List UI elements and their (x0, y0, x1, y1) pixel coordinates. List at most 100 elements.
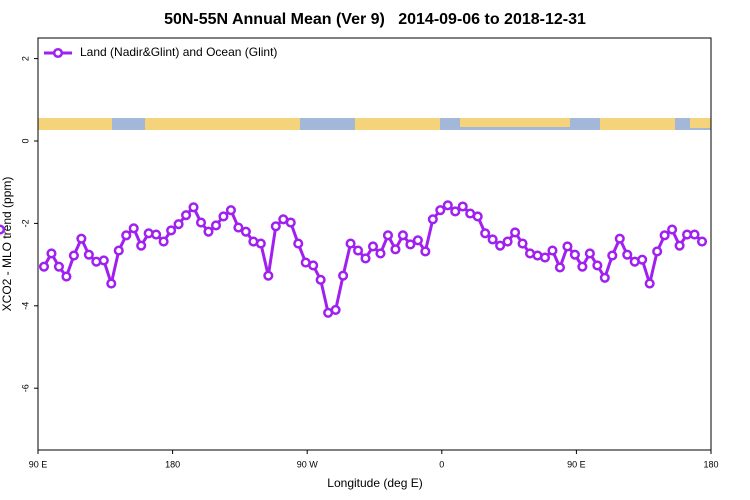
data-point (397, 230, 408, 241)
data-point (113, 245, 124, 256)
data-point (158, 236, 169, 247)
data-point (442, 200, 453, 211)
x-axis-label: Longitude (deg E) (327, 476, 422, 490)
data-point (308, 260, 319, 271)
data-point (293, 238, 304, 249)
data-point (98, 255, 109, 266)
data-point (375, 248, 386, 259)
data-point (203, 226, 214, 237)
data-point (472, 211, 483, 222)
data-point (367, 241, 379, 252)
data-point (46, 248, 57, 259)
data-point (136, 240, 147, 251)
data-point (405, 239, 416, 250)
y-axis-label: XCO2 - MLO trend (ppm) (0, 177, 14, 312)
data-point (255, 238, 266, 249)
data-point (517, 238, 528, 249)
x-tick-label: 180 (165, 459, 180, 469)
data-point (652, 246, 663, 257)
data-point (128, 223, 139, 234)
data-point (166, 225, 177, 236)
y-tick-label: -4 (20, 302, 30, 310)
data-point (360, 253, 371, 264)
data-point (53, 261, 64, 272)
data-point (338, 270, 349, 281)
data-point (689, 229, 700, 240)
data-point (240, 226, 251, 237)
x-tick-label: 90 E (29, 459, 48, 469)
data-point (38, 261, 50, 272)
data-point (151, 229, 162, 240)
data-point (457, 201, 468, 212)
data-point (218, 211, 229, 222)
legend-marker (52, 47, 64, 59)
x-tick-label: 90 E (567, 459, 586, 469)
data-point (539, 252, 551, 263)
y-tick-label: 0 (20, 138, 30, 143)
data-point (696, 236, 708, 247)
data-point (667, 224, 678, 235)
series-line (42, 203, 704, 315)
data-point (450, 206, 461, 217)
x-tick-label: 180 (703, 459, 718, 469)
data-point (435, 205, 446, 216)
data-point (420, 246, 431, 257)
data-point (637, 254, 648, 265)
data-point (121, 230, 132, 241)
data-point (569, 249, 580, 260)
x-tick-label: 90 W (297, 459, 319, 469)
data-point (554, 262, 565, 273)
data-point (173, 219, 184, 230)
data-point (352, 245, 364, 256)
data-point (584, 248, 595, 259)
data-point (614, 233, 625, 244)
data-point (0, 224, 6, 235)
y-tick-label: -6 (20, 384, 30, 392)
x-tick-label: 0 (439, 459, 444, 469)
surface-strip (38, 118, 711, 130)
data-point (622, 249, 633, 260)
data-point (225, 205, 236, 216)
data-point (390, 244, 401, 255)
data-point (495, 240, 506, 251)
data-point (427, 214, 438, 225)
data-point (487, 234, 498, 245)
data-point (270, 221, 281, 232)
data-point (263, 270, 274, 281)
y-tick-label: -2 (20, 219, 30, 227)
data-point (510, 227, 521, 238)
y-tick-label: 2 (20, 56, 30, 61)
data-point (285, 217, 296, 228)
data-point (83, 249, 94, 260)
data-point (607, 250, 618, 261)
data-point (330, 304, 341, 315)
legend-label: Land (Nadir&Glint) and Ocean (Glint) (80, 45, 277, 59)
data-point (61, 271, 72, 282)
data-point (68, 250, 79, 261)
data-point (592, 260, 603, 271)
data-point (599, 272, 610, 283)
chart-title: 50N-55N Annual Mean (Ver 9) 2014-09-06 t… (164, 11, 586, 28)
data-point (480, 228, 491, 239)
data-point (210, 220, 222, 231)
data-point (577, 261, 588, 272)
data-point (412, 235, 423, 246)
data-point (674, 240, 685, 251)
data-point (195, 217, 207, 228)
plot-frame (37, 37, 712, 451)
data-point (233, 222, 244, 233)
data-point (188, 202, 199, 213)
data-point (315, 274, 326, 285)
data-point (659, 230, 670, 241)
data-point (181, 210, 192, 221)
data-point (502, 236, 513, 247)
data-point (76, 233, 87, 244)
data-point (644, 278, 655, 289)
data-point (382, 230, 394, 241)
data-point (562, 241, 573, 252)
data-point (345, 238, 356, 249)
data-point (106, 278, 117, 289)
data-point (547, 245, 558, 256)
